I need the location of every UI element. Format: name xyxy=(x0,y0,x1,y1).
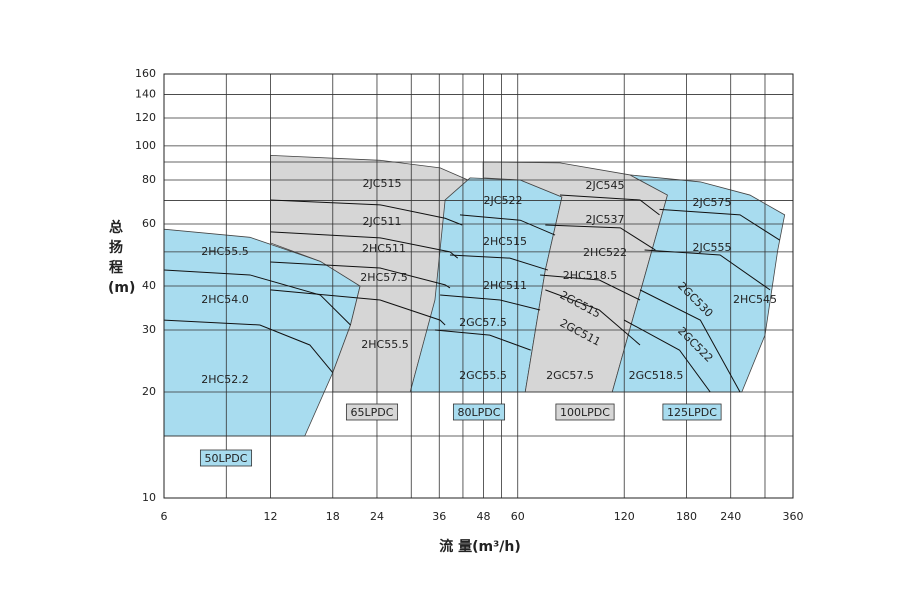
curve-label: 2HC515 xyxy=(483,235,527,248)
curve xyxy=(639,289,741,393)
curve-label: 2HC545 xyxy=(733,293,777,306)
curve xyxy=(440,294,541,311)
curve-label: 2HC511 xyxy=(362,242,406,255)
x-tick-label: 18 xyxy=(326,510,340,523)
curve-label: 2HC55.5 xyxy=(201,245,248,258)
curve xyxy=(559,194,660,216)
curve-label: 2HC54.0 xyxy=(201,293,248,306)
curve xyxy=(540,274,641,301)
curve-label: 2JC575 xyxy=(693,196,732,209)
y-axis-label: 总扬程(m) xyxy=(108,220,136,296)
x-tick-label: 48 xyxy=(476,510,490,523)
x-tick-label: 120 xyxy=(614,510,635,523)
y-tick-label: 100 xyxy=(135,139,156,152)
x-tick-label: 6 xyxy=(161,510,168,523)
curve-label: 2GC55.5 xyxy=(459,369,507,382)
curve-label: 2HC55.5 xyxy=(361,338,408,351)
y-tick-label: 10 xyxy=(142,491,156,504)
region-tag xyxy=(555,403,615,421)
curve-label: 2JC555 xyxy=(693,241,732,254)
curve xyxy=(270,199,463,226)
curve-label: 2GC518.5 xyxy=(629,369,684,382)
curve xyxy=(545,289,641,346)
x-tick-label: 12 xyxy=(263,510,277,523)
y-tick-label: 140 xyxy=(135,87,156,100)
curve-label: 2HC511 xyxy=(483,279,527,292)
curve-label: 2HC52.2 xyxy=(201,373,248,386)
region-name: 65LPDC xyxy=(351,406,394,419)
x-tick-label: 60 xyxy=(511,510,525,523)
region-name: 80LPDC xyxy=(458,406,501,419)
y-tick-label: 20 xyxy=(142,385,156,398)
curve-label: 2HC518.5 xyxy=(563,269,617,282)
y-tick-label: 160 xyxy=(135,67,156,80)
curve-label: 2GC57.5 xyxy=(459,316,507,329)
curve-label: 2JC545 xyxy=(586,179,625,192)
x-tick-label: 240 xyxy=(720,510,741,523)
x-axis-label: 流 量(m³/h) xyxy=(439,538,520,555)
curve xyxy=(163,269,351,326)
x-tick-label: 360 xyxy=(783,510,804,523)
y-tick-label: 120 xyxy=(135,111,156,124)
curve xyxy=(270,289,446,326)
region-tag xyxy=(345,403,399,421)
curve xyxy=(434,329,531,351)
x-tick-label: 24 xyxy=(370,510,384,523)
curve-label: 2HC57.5 xyxy=(360,271,407,284)
y-tick-label: 30 xyxy=(142,323,156,336)
x-tick-label: 36 xyxy=(432,510,446,523)
region-tag xyxy=(199,449,253,467)
curve xyxy=(644,249,771,291)
curve xyxy=(449,254,549,271)
curve xyxy=(163,319,334,373)
region-name: 125LPDC xyxy=(667,406,717,419)
region-name: 50LPDC xyxy=(205,452,248,465)
curve-label: 2JC537 xyxy=(586,213,625,226)
curve xyxy=(623,319,711,393)
region-tag xyxy=(452,403,506,421)
curve xyxy=(270,261,451,289)
curve-label: 2JC511 xyxy=(363,215,402,228)
x-tick-label: 180 xyxy=(676,510,697,523)
curve-label: 2HC522 xyxy=(583,246,627,259)
curve xyxy=(659,208,780,241)
y-tick-label: 80 xyxy=(142,173,156,186)
plot-frame xyxy=(163,73,794,499)
curve-label: 2GC57.5 xyxy=(546,369,594,382)
curve-label: 2JC515 xyxy=(363,177,402,190)
region-name: 100LPDC xyxy=(560,406,610,419)
y-tick-label: 40 xyxy=(142,279,156,292)
region xyxy=(611,174,786,393)
curve-label: 2JC522 xyxy=(484,194,523,207)
curve xyxy=(459,214,556,236)
y-tick-label: 60 xyxy=(142,217,156,230)
region-tag xyxy=(662,403,722,421)
curve xyxy=(545,224,656,251)
